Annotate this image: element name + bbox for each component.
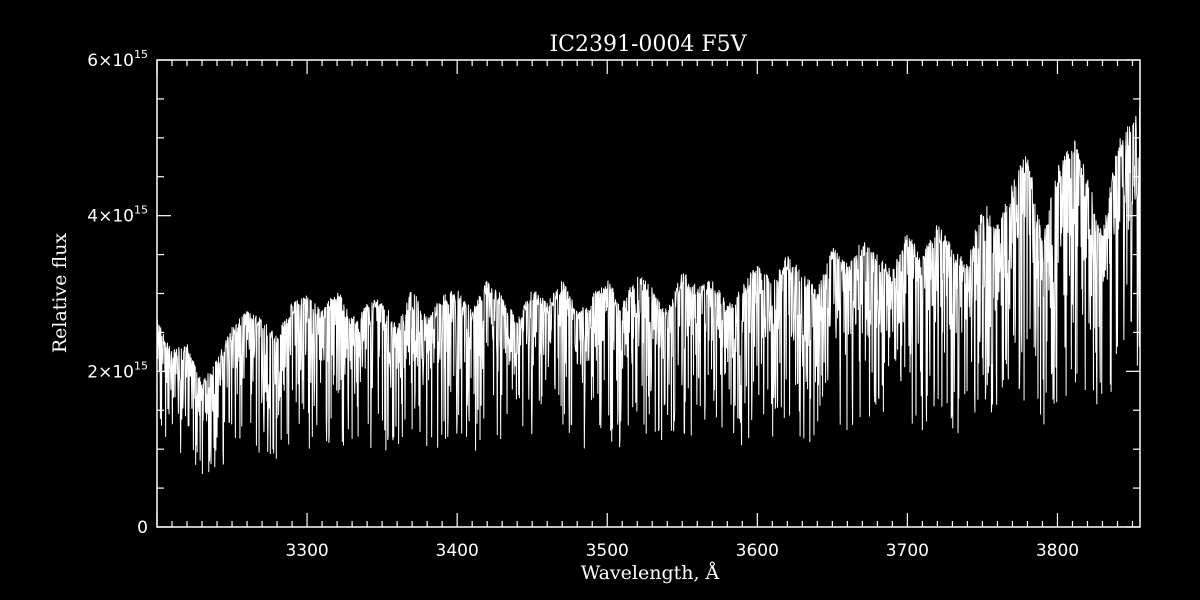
x-tick-label: 3700	[886, 541, 929, 561]
y-tick-label: 0	[137, 518, 148, 538]
y-tick-layer: 0 2×1015 4×1015 6×1015	[87, 48, 1140, 538]
x-tick-label: 3300	[285, 541, 328, 561]
spectrum-line	[156, 108, 1141, 474]
y-tick-label: 6×1015	[87, 48, 148, 71]
chart-title: IC2391-0004 F5V	[549, 32, 747, 57]
x-tick-label: 3600	[736, 541, 779, 561]
y-tick-label: 4×1015	[87, 204, 148, 227]
spectrum-layer	[156, 108, 1141, 474]
x-tick-label: 3800	[1036, 541, 1079, 561]
x-tick-layer: 3300 3400 3500 3600 3700 3800	[156, 60, 1134, 561]
y-tick-label: 2×1015	[87, 359, 148, 382]
x-axis-label: Wavelength, Å	[581, 562, 720, 584]
y-axis-label: Relative flux	[49, 233, 71, 354]
x-tick-label: 3400	[436, 541, 479, 561]
x-tick-label: 3500	[586, 541, 629, 561]
